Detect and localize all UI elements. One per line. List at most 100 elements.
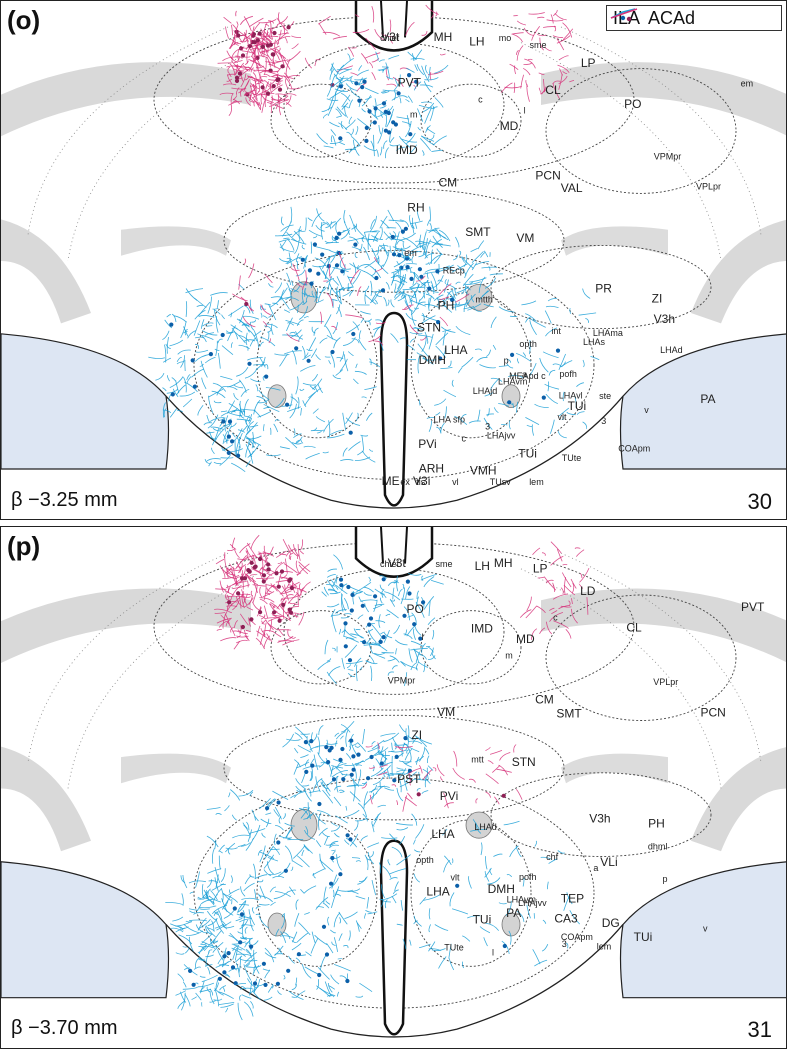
ila-axon-fiber (233, 331, 246, 344)
region-label: TUsv (490, 477, 511, 487)
ila-axon-fiber (183, 376, 187, 393)
acad-axon-fiber (500, 82, 513, 93)
ila-axon-fiber (428, 333, 434, 350)
acad-axon-fiber (361, 53, 369, 64)
ila-axon-fiber (372, 326, 382, 331)
ila-axon-fiber (548, 369, 556, 376)
ila-axon-fiber (426, 128, 436, 135)
ila-axon-fiber (282, 813, 286, 820)
ila-axon-fiber (274, 833, 277, 846)
acad-axon-fiber (250, 47, 259, 51)
ila-axon-fiber (339, 790, 345, 793)
ila-axon-fiber (228, 403, 244, 414)
region-boundary (420, 610, 522, 685)
acad-axon-fiber (289, 87, 301, 90)
ila-soma (232, 906, 237, 911)
ila-soma (320, 252, 325, 257)
ila-soma (247, 361, 252, 366)
ila-soma (263, 982, 268, 987)
acad-axon-fiber (240, 73, 247, 88)
ila-axon-fiber (184, 328, 188, 336)
ila-soma (391, 120, 396, 125)
ila-soma (405, 265, 410, 270)
ila-axon-fiber (323, 145, 334, 149)
ila-axon-fiber (375, 758, 383, 770)
ila-axon-fiber (402, 273, 406, 283)
ila-axon-fiber (394, 290, 404, 300)
fiber-tract (691, 219, 786, 324)
ila-axon-fiber (432, 135, 447, 146)
ila-axon-fiber (330, 765, 334, 777)
ila-soma (329, 881, 334, 886)
ila-axon-fiber (281, 216, 285, 226)
acad-axon-fiber (551, 610, 558, 615)
ila-axon-fiber (280, 914, 285, 929)
acad-soma (242, 576, 248, 581)
ila-axon-fiber (296, 319, 304, 327)
ila-axon-fiber (222, 430, 229, 444)
ila-axon-fiber (293, 433, 302, 439)
ila-axon-fiber (208, 880, 219, 884)
ila-axon-fiber (259, 357, 266, 368)
ila-axon-fiber (310, 241, 313, 254)
legend: ILA ACAd (606, 5, 782, 31)
ila-axon-fiber (209, 417, 225, 422)
ila-axon-fiber (194, 309, 206, 320)
ila-soma (383, 128, 388, 133)
ila-axon-fiber (363, 246, 370, 261)
ila-axon-fiber (426, 755, 430, 764)
ila-soma (417, 267, 422, 272)
ila-axon-fiber (196, 304, 204, 308)
ila-axon-fiber (250, 1000, 254, 1009)
amygdala-region (619, 333, 786, 470)
acad-axon-fiber (272, 584, 284, 597)
ila-axon-fiber (516, 911, 525, 922)
acad-axon-fiber (259, 586, 263, 598)
ila-axon-fiber (323, 418, 334, 433)
ila-axon-fiber (184, 946, 190, 954)
ila-axon-fiber (247, 444, 260, 458)
ila-axon-fiber (416, 63, 425, 76)
ila-axon-fiber (436, 297, 440, 306)
ila-axon-fiber (290, 396, 299, 404)
ila-axon-fiber (356, 265, 360, 270)
region-label: LD (580, 584, 596, 598)
acad-axon-fiber (258, 19, 277, 24)
acad-soma (258, 610, 263, 615)
ila-axon-fiber (421, 643, 426, 653)
ila-axon-fiber (332, 136, 337, 146)
ila-axon-fiber (335, 584, 348, 595)
ila-axon-fiber (266, 861, 274, 875)
acad-axon-fiber (552, 593, 569, 600)
ila-axon-fiber (342, 105, 349, 109)
ila-axon-fiber (230, 422, 237, 428)
ila-axon-fiber (243, 315, 260, 320)
ila-axon-fiber (379, 105, 387, 109)
ila-axon-fiber (336, 991, 340, 997)
ila-axon-fiber (542, 919, 547, 924)
ila-axon-fiber (508, 930, 512, 945)
ila-axon-fiber (397, 274, 404, 290)
ila-axon-fiber (408, 648, 413, 663)
region-label: m (410, 110, 418, 120)
ila-axon-fiber (300, 439, 304, 444)
ila-axon-fiber (201, 883, 204, 899)
acad-axon-fiber (284, 558, 288, 574)
ila-axon-fiber (409, 282, 417, 289)
ila-axon-fiber (405, 255, 411, 262)
acad-axon-fiber (250, 82, 254, 89)
ila-axon-fiber (447, 268, 454, 272)
region-label: LHAvl (559, 391, 583, 401)
ila-axon-fiber (214, 348, 220, 351)
acad-axon-fiber (368, 766, 376, 769)
ila-soma (386, 110, 391, 116)
ila-axon-fiber (476, 357, 488, 363)
ila-axon-fiber (293, 285, 301, 293)
ila-soma (338, 577, 344, 582)
region-label: ste (599, 391, 611, 401)
ila-axon-fiber (232, 947, 237, 960)
ila-axon-fiber (296, 789, 302, 793)
acad-axon-fiber (259, 632, 265, 645)
ila-axon-fiber (392, 889, 399, 895)
ila-axon-fiber (416, 788, 421, 792)
